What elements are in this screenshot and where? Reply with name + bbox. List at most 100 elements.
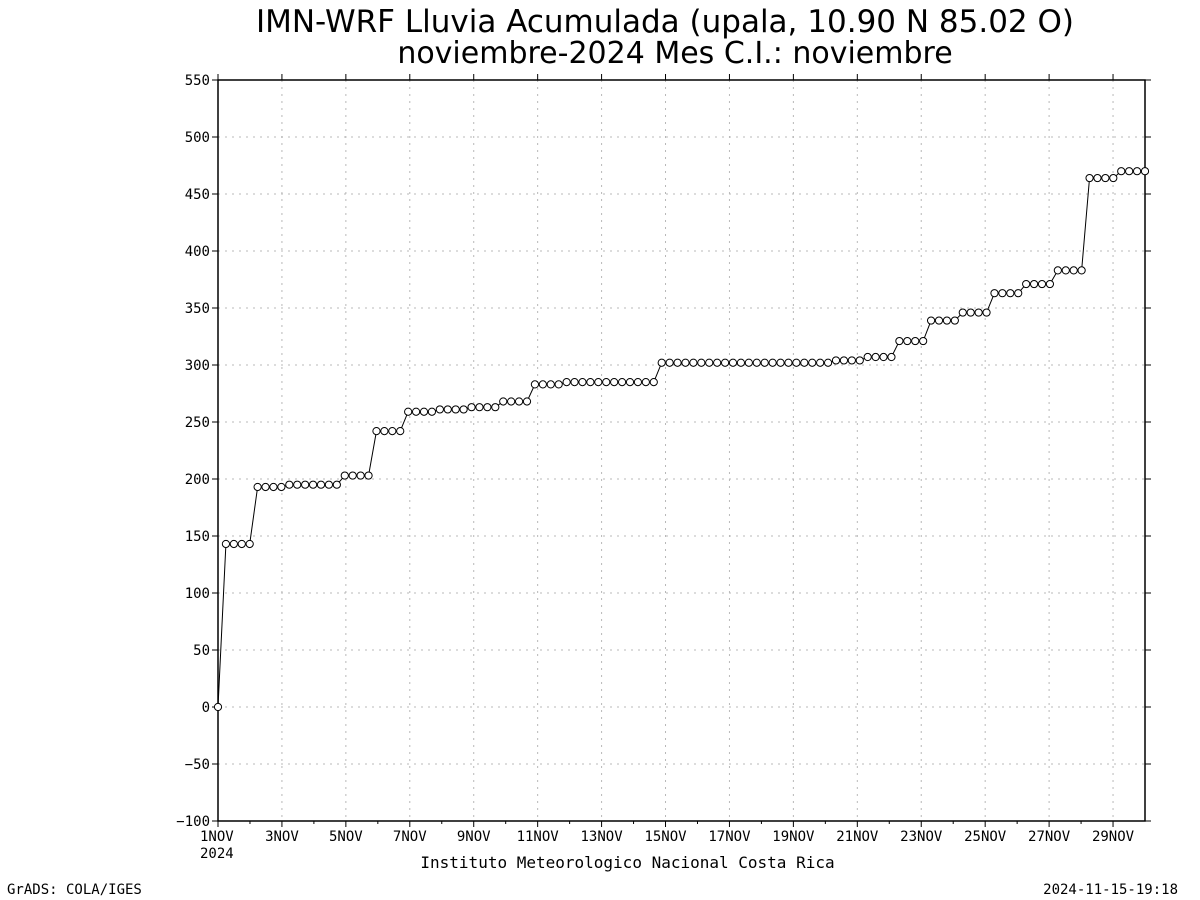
data-point: [1117, 167, 1126, 176]
y-tick-label: 150: [185, 529, 210, 545]
data-point: [1029, 279, 1039, 289]
plot-frame: [217, 79, 1146, 822]
data-point: [744, 358, 753, 367]
data-point: [784, 358, 793, 367]
data-point: [823, 358, 833, 367]
data-point: [546, 380, 555, 389]
data-point: [641, 378, 650, 387]
data-point: [348, 471, 357, 480]
data-point: [911, 336, 920, 346]
x-tick-label: 3NOV: [265, 829, 299, 845]
timestamp-label: 2024-11-15-19:18: [1043, 882, 1178, 898]
y-tick-label: 250: [185, 415, 210, 431]
data-point: [578, 378, 587, 387]
data-point: [269, 482, 278, 492]
data-point: [237, 539, 246, 549]
data-point: [966, 308, 975, 317]
data-point: [538, 380, 547, 389]
data-point: [396, 427, 405, 436]
data-point: [1125, 167, 1134, 176]
data-point: [982, 308, 991, 317]
data-point: [411, 407, 421, 416]
data-point: [221, 539, 231, 549]
data-point: [895, 336, 904, 346]
data-point: [419, 407, 429, 416]
data-point: [926, 316, 936, 325]
data-point: [665, 358, 674, 367]
data-point: [919, 336, 928, 346]
data-point: [1045, 279, 1055, 289]
data-point: [1037, 279, 1047, 289]
y-tick-label: −100: [176, 814, 210, 830]
data-point: [633, 378, 643, 387]
data-point: [435, 405, 444, 414]
data-point: [689, 358, 698, 367]
data-point: [1069, 266, 1078, 275]
data-point: [879, 352, 888, 362]
y-tick-label: 100: [185, 586, 210, 602]
data-point: [1101, 173, 1110, 183]
data-point: [713, 358, 722, 367]
y-tick-label: 200: [185, 472, 210, 488]
y-tick-label: 400: [185, 244, 210, 260]
data-point: [1053, 266, 1062, 275]
data-point: [499, 397, 508, 406]
data-point: [1109, 173, 1118, 183]
data-point: [839, 356, 849, 365]
data-point: [720, 358, 730, 367]
y-tick-label: 550: [185, 73, 210, 89]
data-point: [316, 480, 326, 489]
data-point: [934, 316, 944, 325]
y-tick-label: 0: [202, 700, 210, 716]
data-point: [586, 378, 595, 387]
data-point: [522, 397, 532, 406]
y-tick-label: 50: [193, 643, 210, 659]
grid-layer: [218, 80, 1145, 821]
data-point: [705, 358, 714, 367]
data-point: [404, 407, 413, 416]
data-point: [998, 289, 1007, 298]
data-point: [1061, 266, 1070, 275]
data-point: [1132, 167, 1142, 176]
data-point: [507, 397, 516, 406]
institution-label: Instituto Meteorologico Nacional Costa R…: [420, 853, 835, 872]
data-point: [285, 480, 294, 489]
data-point: [847, 356, 856, 365]
data-point: [625, 378, 635, 387]
data-point: [594, 378, 603, 387]
x-tick-label: 1NOV: [200, 829, 234, 845]
data-point: [530, 380, 540, 389]
data-point: [1077, 266, 1086, 275]
x-tick-label: 11NOV: [517, 829, 560, 845]
data-point: [610, 378, 619, 387]
data-point: [887, 352, 896, 362]
data-point: [245, 539, 254, 549]
data-point: [324, 480, 334, 489]
data-point: [903, 336, 912, 346]
x-tick-label: 29NOV: [1092, 829, 1135, 845]
data-point: [253, 482, 262, 492]
data-point: [340, 471, 349, 480]
data-point: [760, 358, 769, 367]
data-point: [1085, 173, 1094, 183]
data-point: [308, 480, 318, 489]
x-tick-label: 25NOV: [964, 829, 1007, 845]
data-point: [277, 482, 286, 492]
data-point: [697, 358, 706, 367]
data-point: [261, 482, 270, 492]
x-tick-label: 27NOV: [1028, 829, 1071, 845]
data-point: [562, 378, 571, 387]
y-tick-label: 300: [185, 358, 210, 374]
data-point: [554, 380, 563, 389]
axis-layer: [212, 74, 1151, 827]
data-point: [768, 358, 777, 367]
series-layer: [213, 167, 1150, 712]
data-point: [570, 378, 579, 387]
x-tick-label: 23NOV: [900, 829, 943, 845]
data-point: [855, 356, 864, 365]
y-tick-label: 450: [185, 187, 210, 203]
data-point: [776, 358, 785, 367]
data-point: [871, 352, 880, 362]
